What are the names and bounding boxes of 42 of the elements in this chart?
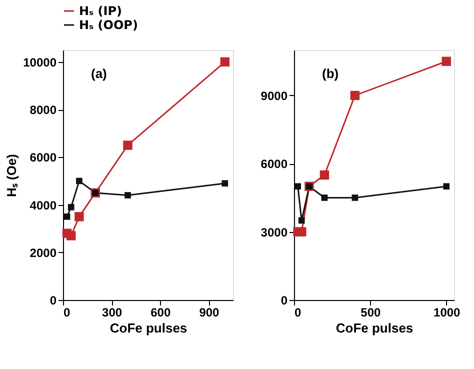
- point: [443, 183, 450, 190]
- point: [294, 183, 301, 190]
- x-tick-label: 1000: [434, 306, 461, 320]
- point: [442, 56, 451, 66]
- point: [123, 140, 132, 150]
- y-tick-label: 2000: [30, 246, 57, 260]
- point: [68, 204, 74, 210]
- x-tick-label: 0: [294, 306, 302, 320]
- point: [320, 170, 330, 180]
- y-tick-label: 6000: [30, 150, 57, 165]
- x-tick-label: 600: [150, 306, 171, 320]
- point: [321, 194, 328, 201]
- y-tick-label: 6000: [260, 157, 288, 172]
- y-tick-label: 9000: [260, 88, 288, 103]
- annotation: (a): [91, 66, 107, 81]
- y-tick-label: 8000: [30, 103, 57, 118]
- y-axis-title: Hₛ (Oe): [4, 154, 20, 197]
- x-tick-label: 0: [64, 306, 70, 320]
- x-tick-label: 500: [360, 306, 382, 320]
- annotation: (b): [322, 66, 339, 81]
- point: [297, 227, 306, 236]
- point: [298, 217, 305, 224]
- x-axis-title: CoFe pulses: [336, 320, 414, 336]
- point: [124, 192, 131, 198]
- point: [64, 214, 70, 220]
- point: [350, 90, 360, 100]
- x-axis-title: CoFe pulses: [110, 320, 188, 336]
- y-tick-label: 0: [280, 294, 288, 308]
- x-tick-label: 900: [199, 306, 220, 320]
- x-tick-label: 300: [102, 306, 122, 320]
- point: [74, 212, 84, 222]
- legend-label: Hₛ (IP): [79, 4, 122, 18]
- y-tick-label: 0: [50, 294, 57, 308]
- y-tick-label: 10000: [23, 55, 57, 70]
- point: [222, 180, 228, 186]
- point: [352, 194, 358, 201]
- legend-label: Hₛ (OOP): [79, 18, 138, 32]
- point: [220, 57, 230, 67]
- point: [66, 231, 76, 240]
- y-tick-label: 4000: [30, 198, 57, 212]
- point: [76, 178, 82, 184]
- y-tick-label: 3000: [260, 225, 288, 240]
